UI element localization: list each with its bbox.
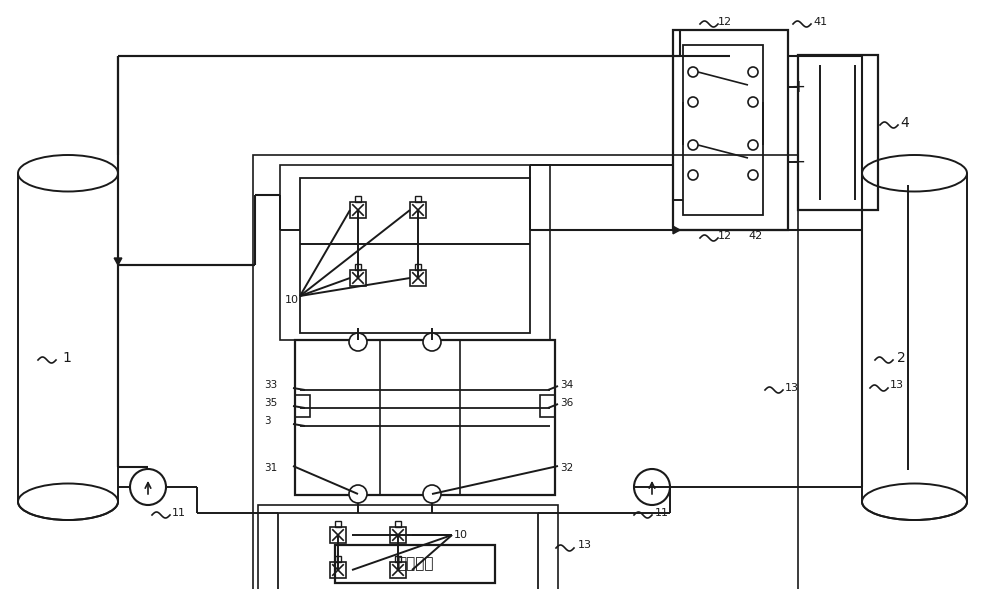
Circle shape bbox=[688, 67, 698, 77]
Bar bbox=[335, 555, 341, 562]
Text: 32: 32 bbox=[560, 463, 573, 473]
Text: 42: 42 bbox=[748, 231, 762, 241]
Bar bbox=[540, 395, 555, 417]
Text: 3: 3 bbox=[264, 416, 271, 426]
Bar bbox=[280, 165, 550, 340]
Bar bbox=[798, 55, 878, 210]
Bar bbox=[300, 178, 530, 333]
Bar bbox=[335, 521, 341, 527]
Bar bbox=[673, 30, 788, 230]
Text: 36: 36 bbox=[560, 398, 573, 408]
Bar bbox=[390, 527, 406, 543]
Circle shape bbox=[748, 97, 758, 107]
Bar bbox=[410, 270, 426, 286]
Bar bbox=[335, 545, 495, 583]
Circle shape bbox=[349, 485, 367, 503]
Bar bbox=[253, 155, 798, 589]
Text: 1: 1 bbox=[62, 351, 71, 365]
Text: 2: 2 bbox=[897, 351, 906, 365]
Bar bbox=[330, 527, 346, 543]
Text: 41: 41 bbox=[813, 17, 827, 27]
Text: −: − bbox=[791, 153, 805, 171]
Circle shape bbox=[748, 170, 758, 180]
Polygon shape bbox=[673, 226, 680, 234]
Bar bbox=[350, 202, 366, 218]
Text: 33: 33 bbox=[264, 380, 277, 390]
Text: 13: 13 bbox=[890, 380, 904, 390]
Ellipse shape bbox=[862, 155, 967, 191]
Bar bbox=[295, 340, 555, 495]
Circle shape bbox=[688, 97, 698, 107]
Bar bbox=[355, 264, 361, 270]
Text: 34: 34 bbox=[560, 380, 573, 390]
Text: 11: 11 bbox=[655, 508, 669, 518]
Bar bbox=[683, 45, 763, 215]
Circle shape bbox=[349, 333, 367, 351]
Text: 13: 13 bbox=[578, 540, 592, 550]
Bar bbox=[390, 562, 406, 578]
Text: 31: 31 bbox=[264, 463, 277, 473]
Circle shape bbox=[423, 333, 441, 351]
Bar bbox=[295, 395, 310, 417]
Text: 35: 35 bbox=[264, 398, 277, 408]
Bar bbox=[395, 521, 401, 527]
Bar bbox=[258, 505, 558, 589]
Bar bbox=[350, 270, 366, 286]
Circle shape bbox=[423, 485, 441, 503]
Polygon shape bbox=[114, 258, 122, 265]
Bar bbox=[330, 562, 346, 578]
Circle shape bbox=[688, 140, 698, 150]
Circle shape bbox=[748, 140, 758, 150]
Text: 13: 13 bbox=[785, 383, 799, 393]
Text: 12: 12 bbox=[718, 17, 732, 27]
Bar bbox=[410, 202, 426, 218]
Circle shape bbox=[688, 170, 698, 180]
Circle shape bbox=[748, 67, 758, 77]
Text: +: + bbox=[791, 78, 805, 96]
Text: 控制系统: 控制系统 bbox=[397, 557, 433, 571]
Ellipse shape bbox=[18, 484, 118, 520]
Ellipse shape bbox=[18, 155, 118, 191]
Text: 12: 12 bbox=[718, 231, 732, 241]
Text: 10: 10 bbox=[285, 295, 299, 305]
Bar bbox=[415, 264, 421, 270]
Ellipse shape bbox=[862, 484, 967, 520]
Bar bbox=[278, 513, 538, 589]
Text: 10: 10 bbox=[454, 530, 468, 540]
Text: 11: 11 bbox=[172, 508, 186, 518]
Text: 4: 4 bbox=[900, 116, 909, 130]
Bar bbox=[355, 196, 361, 202]
Bar bbox=[415, 196, 421, 202]
Bar bbox=[395, 555, 401, 562]
